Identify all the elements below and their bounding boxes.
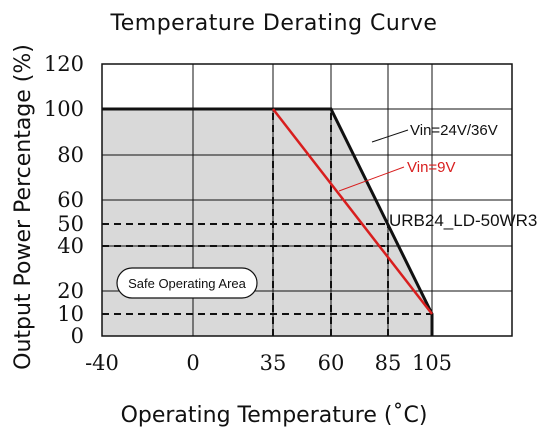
plot-frame [101,63,513,337]
safe-area-label: Safe Operating Area [128,276,247,291]
y-tick-label: 120 [44,52,84,76]
y-tick-label: 20 [57,279,84,303]
y-tick-label: 0 [71,324,84,348]
x-tick-label: 85 [375,351,402,375]
chart-title: Temperature Derating Curve [110,11,438,36]
y-tick-label: 10 [57,302,84,326]
leader-line-vin-9v [338,166,405,192]
x-tick-label: 35 [260,351,287,375]
plot-area: -40 0 35 60 85 1050102040506080100120Vin=24V/… [44,52,513,375]
y-tick-label: 50 [57,212,84,236]
x-tick-label: -40 [85,351,119,375]
model-label: URB24_LD-50WR3 [389,211,537,230]
y-axis-title: Output Power Percentage (%) [11,44,36,370]
curve-vin-24v-36v [102,107,434,336]
x-tick-label: 105 [412,351,452,375]
y-tick-label: 40 [57,234,84,258]
y-tick-label: 100 [44,97,84,121]
x-axis-title: Operating Temperature (˚C) [121,403,428,428]
x-tick-label: 0 [186,351,199,375]
y-tick-label: 80 [57,143,84,167]
leader-line-vin-24v-36v [371,129,409,143]
safe-area-label-box [116,267,258,299]
y-tick-label: 60 [57,188,84,212]
label-vin-9v: Vin=9V [407,159,456,176]
curve-vin-9v [272,108,433,315]
safe-area-fill [102,109,432,336]
label-vin-24v-36v: Vin=24V/36V [410,122,498,139]
x-tick-label: 60 [318,351,345,375]
